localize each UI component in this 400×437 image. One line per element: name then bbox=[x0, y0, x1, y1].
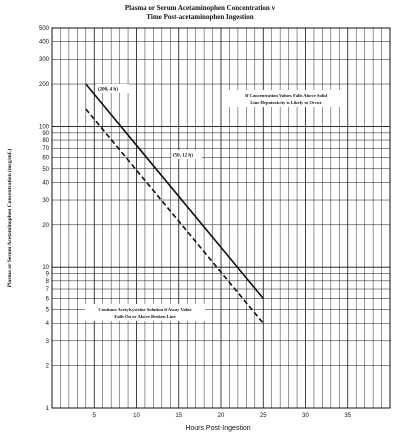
chart-title-line1: Plasma or Serum Acetaminophen Concentrat… bbox=[125, 4, 276, 12]
y-tick-6: 6 bbox=[46, 296, 50, 302]
chart-title-line2: Time Post-acetaminophen Ingestion bbox=[146, 13, 253, 21]
y-tick-300: 300 bbox=[39, 57, 50, 63]
y-tick-80: 80 bbox=[42, 138, 49, 144]
svg-text:(50, 12 h): (50, 12 h) bbox=[173, 154, 193, 159]
y-tick-4: 4 bbox=[46, 321, 50, 327]
x-tick-10: 10 bbox=[133, 413, 140, 419]
series-lines bbox=[85, 83, 264, 324]
y-tick-40: 40 bbox=[42, 180, 49, 186]
y-tick-100: 100 bbox=[39, 124, 50, 130]
y-tick-2: 2 bbox=[46, 364, 50, 370]
y-axis-label: Plasma or Serum Acetaminophen Concentrat… bbox=[6, 149, 13, 288]
y-tick-400: 400 bbox=[39, 40, 50, 46]
x-tick-35: 35 bbox=[344, 413, 351, 419]
svg-text:Falls On or Above Broken Line: Falls On or Above Broken Line bbox=[114, 314, 175, 319]
y-tick-50: 50 bbox=[42, 167, 49, 173]
y-tick-500: 500 bbox=[39, 26, 50, 32]
point-label-50-12h: (50, 12 h) bbox=[171, 150, 202, 159]
plot-frame bbox=[51, 27, 391, 409]
y-tick-1: 1 bbox=[46, 406, 50, 412]
y-tick-60: 60 bbox=[42, 156, 49, 162]
x-axis-label: Hours Post-Ingestion bbox=[185, 425, 250, 432]
y-tick-9: 9 bbox=[46, 272, 50, 278]
series-solid-line bbox=[85, 83, 264, 299]
y-tick-20: 20 bbox=[42, 223, 49, 229]
point-label-200-4h: (200, 4 h) bbox=[96, 84, 129, 93]
annotation-solid-line: If Concentration Values Falls Above Soli… bbox=[224, 90, 347, 107]
y-tick-5: 5 bbox=[46, 308, 50, 314]
y-tick-3: 3 bbox=[46, 339, 50, 345]
svg-text:If Concentration Values Falls: If Concentration Values Falls Above Soli… bbox=[245, 93, 327, 98]
y-tick-7: 7 bbox=[46, 287, 50, 293]
x-tick-20: 20 bbox=[218, 413, 225, 419]
annotation-broken-line: Continue Acetylcysteine Solution if Assa… bbox=[85, 304, 205, 321]
y-tick-90: 90 bbox=[42, 131, 49, 137]
x-tick-labels: 5 10 15 20 25 30 35 bbox=[93, 413, 352, 419]
series-dashed-line bbox=[85, 108, 264, 324]
y-tick-8: 8 bbox=[46, 279, 50, 285]
svg-text:Continue Acetylcysteine Soluti: Continue Acetylcysteine Solution if Assa… bbox=[98, 307, 191, 312]
x-tick-15: 15 bbox=[175, 413, 182, 419]
svg-text:(200, 4 h): (200, 4 h) bbox=[98, 88, 118, 93]
y-tick-200: 200 bbox=[39, 82, 50, 88]
x-tick-5: 5 bbox=[93, 413, 97, 419]
y-tick-70: 70 bbox=[42, 146, 49, 152]
y-tick-30: 30 bbox=[42, 198, 49, 204]
svg-text:Line Hepatoxicity is Likely to: Line Hepatoxicity is Likely to Occur bbox=[250, 100, 321, 105]
x-tick-25: 25 bbox=[260, 413, 267, 419]
y-tick-10: 10 bbox=[42, 265, 49, 271]
x-tick-30: 30 bbox=[302, 413, 309, 419]
